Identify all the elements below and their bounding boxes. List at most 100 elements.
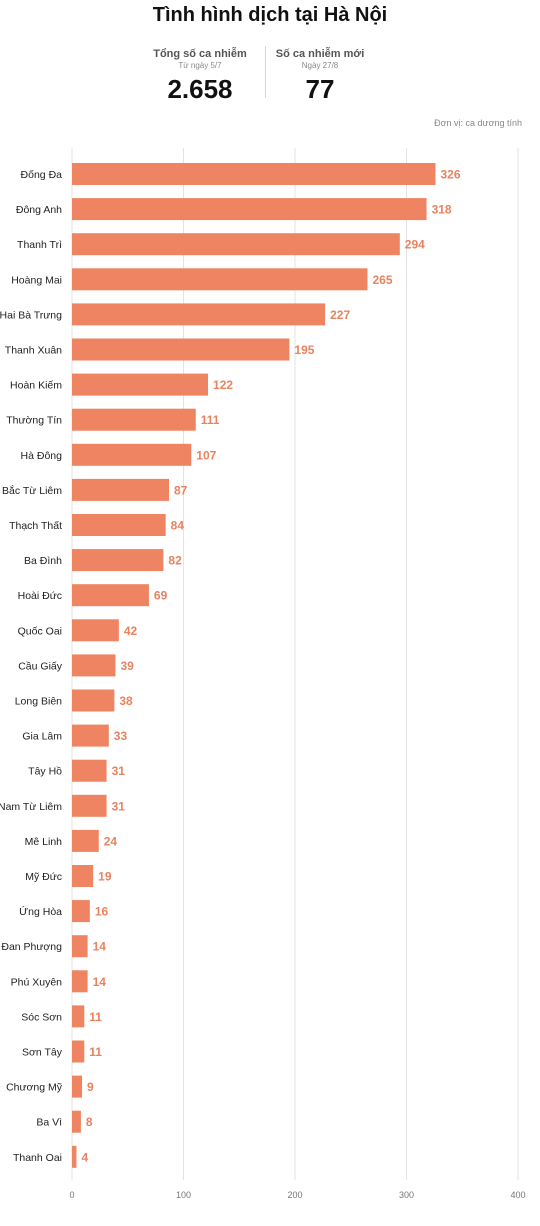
- bar: [72, 408, 196, 431]
- value-label: 31: [112, 764, 126, 778]
- value-label: 14: [93, 975, 107, 989]
- bar: [72, 794, 107, 817]
- total-cases-label: Tổng số ca nhiễm: [153, 48, 247, 60]
- category-label: Thạch Thất: [9, 520, 62, 532]
- value-label: 111: [201, 413, 220, 427]
- category-label: Hai Bà Trưng: [0, 309, 62, 321]
- category-label: Đống Đa: [21, 169, 63, 181]
- category-label: Ba Đình: [24, 555, 62, 567]
- bar: [72, 373, 209, 396]
- category-label: Thanh Xuân: [5, 345, 62, 357]
- value-label: 227: [330, 308, 350, 322]
- category-label: Thanh Oai: [13, 1152, 62, 1164]
- bar: [72, 970, 88, 993]
- bar: [72, 514, 166, 536]
- category-label: Thường Tín: [6, 415, 62, 427]
- total-cases-value: 2.658: [167, 74, 233, 104]
- value-label: 122: [213, 378, 233, 392]
- value-label: 38: [119, 694, 133, 708]
- unit-note: Đơn vị: ca dương tính: [434, 118, 522, 128]
- category-label: Mỹ Đức: [25, 871, 62, 883]
- value-label: 4: [81, 1150, 88, 1164]
- category-label: Tây Hồ: [28, 766, 62, 778]
- category-label: Phú Xuyên: [11, 976, 63, 988]
- total-cases-subtitle: Từ ngày 5/7: [178, 61, 222, 70]
- stats-divider: [265, 46, 266, 98]
- bar: [72, 233, 400, 256]
- category-label: Đông Anh: [16, 204, 62, 216]
- value-label: 11: [89, 1010, 102, 1024]
- bar: [72, 478, 170, 501]
- category-label: Thanh Trì: [17, 239, 62, 251]
- value-label: 84: [171, 519, 185, 533]
- category-label: Bắc Từ Liêm: [2, 484, 62, 497]
- total-cases-stat: Tổng số ca nhiễm Từ ngày 5/7 2.658: [140, 48, 260, 105]
- bar: [72, 1110, 81, 1133]
- bar: [72, 900, 90, 923]
- value-label: 195: [294, 343, 314, 357]
- category-label: Long Biên: [15, 696, 62, 708]
- value-label: 16: [95, 905, 109, 919]
- value-label: 9: [87, 1080, 94, 1094]
- new-cases-label: Số ca nhiễm mới: [275, 48, 365, 60]
- value-label: 82: [168, 554, 182, 568]
- category-label: Nam Từ Liêm: [0, 801, 62, 813]
- category-label: Sóc Sơn: [21, 1011, 62, 1023]
- x-tick-label: 400: [510, 1190, 525, 1200]
- value-label: 19: [98, 870, 112, 884]
- value-label: 107: [196, 448, 216, 462]
- category-label: Ứng Hòa: [19, 905, 62, 918]
- new-cases-value: 77: [305, 74, 335, 104]
- new-cases-subtitle: Ngày 27/8: [301, 61, 339, 70]
- bar: [72, 689, 115, 712]
- category-label: Ba Vì: [36, 1117, 62, 1129]
- bar: [72, 443, 192, 466]
- x-tick-label: 0: [69, 1190, 74, 1200]
- value-label: 33: [114, 729, 128, 743]
- value-label: 69: [154, 589, 168, 603]
- bar: [72, 163, 436, 185]
- bar: [72, 584, 149, 607]
- x-tick-label: 100: [176, 1190, 191, 1200]
- bar: [72, 654, 116, 677]
- bar: [72, 1145, 77, 1168]
- category-label: Mê Linh: [25, 836, 63, 848]
- category-label: Quốc Oai: [18, 625, 62, 637]
- value-label: 87: [174, 483, 188, 497]
- category-label: Hà Đông: [21, 450, 63, 462]
- bar: [72, 935, 88, 958]
- new-cases-stat: Số ca nhiễm mới Ngày 27/8 77: [265, 48, 375, 105]
- category-label: Hoàng Mai: [11, 274, 62, 286]
- value-label: 14: [93, 940, 107, 954]
- bar: [72, 1075, 83, 1098]
- value-label: 294: [405, 238, 425, 252]
- bar: [72, 619, 119, 642]
- category-label: Đan Phượng: [1, 941, 62, 953]
- value-label: 42: [124, 624, 138, 638]
- bar: [72, 338, 290, 361]
- x-tick-label: 300: [399, 1190, 414, 1200]
- value-label: 265: [372, 273, 392, 287]
- bar: [72, 198, 427, 221]
- value-label: 11: [89, 1045, 102, 1059]
- value-label: 39: [120, 659, 134, 673]
- bar: [72, 829, 99, 852]
- category-label: Chương Mỹ: [6, 1082, 63, 1094]
- bar: [72, 303, 326, 326]
- value-label: 24: [104, 834, 118, 848]
- bar: [72, 865, 94, 887]
- bar: [72, 268, 368, 291]
- value-label: 8: [86, 1115, 93, 1129]
- category-label: Gia Lâm: [22, 731, 62, 743]
- value-label: 326: [440, 168, 460, 182]
- category-label: Sơn Tây: [22, 1047, 63, 1059]
- bar: [72, 1040, 85, 1063]
- category-label: Hoài Đức: [18, 590, 62, 602]
- bar: [72, 724, 109, 747]
- page-title: Tình hình dịch tại Hà Nội: [152, 4, 388, 26]
- value-label: 318: [432, 203, 452, 217]
- category-label: Hoàn Kiếm: [10, 380, 62, 392]
- x-tick-label: 200: [287, 1190, 302, 1200]
- bar: [72, 549, 164, 572]
